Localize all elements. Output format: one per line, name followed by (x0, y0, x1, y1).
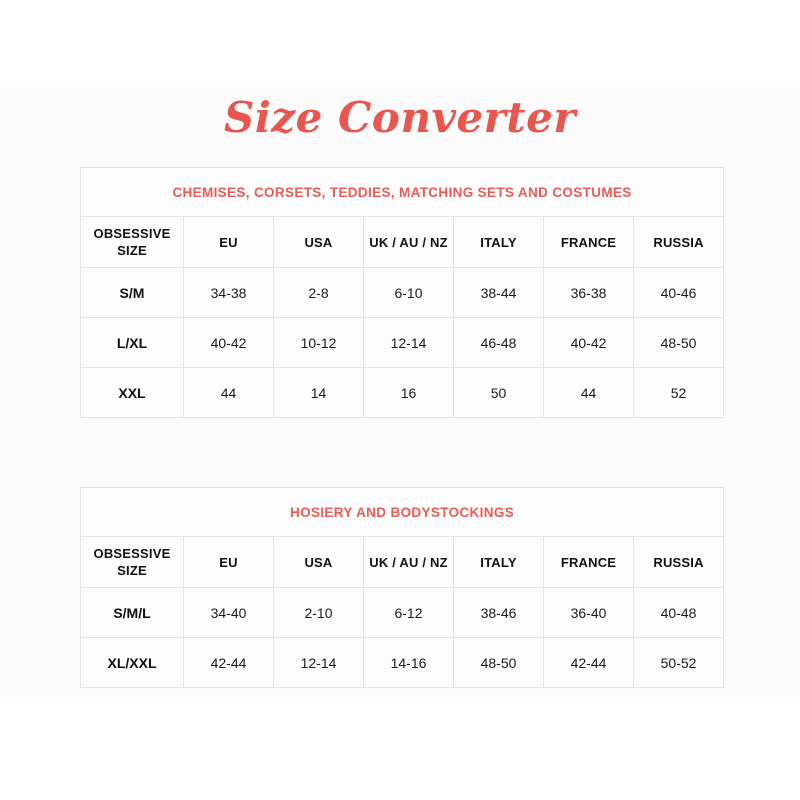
cell-russia: 40-48 (632, 587, 725, 638)
column-header-usa: USA (273, 216, 364, 268)
column-header-uk-au-nz: UK / AU / NZ (363, 536, 454, 588)
table-row: L/XL 40-42 10-12 12-14 46-48 40-42 48-50 (80, 317, 725, 368)
column-header-france: FRANCE (543, 216, 634, 268)
table-row: XXL 44 14 16 50 44 52 (80, 367, 725, 418)
table-caption: HOSIERY AND BODYSTOCKINGS (79, 487, 725, 537)
table-caption-row: CHEMISES, CORSETS, TEDDIES, MATCHING SET… (79, 167, 725, 217)
column-header-eu: EU (183, 216, 274, 268)
row-size-label: S/M/L (80, 587, 184, 638)
cell-uk-au-nz: 12-14 (363, 317, 454, 368)
table-header-row: OBSESSIVE SIZE EU USA UK / AU / NZ ITALY… (80, 216, 725, 268)
table-caption-row: HOSIERY AND BODYSTOCKINGS (79, 487, 725, 537)
cell-italy: 48-50 (453, 637, 544, 688)
column-header-obsessive-size: OBSESSIVE SIZE (80, 536, 184, 588)
table-caption: CHEMISES, CORSETS, TEDDIES, MATCHING SET… (79, 167, 725, 217)
row-size-label: XL/XXL (80, 637, 184, 688)
column-header-france: FRANCE (543, 536, 634, 588)
row-size-label: XXL (80, 367, 184, 418)
cell-eu: 40-42 (183, 317, 274, 368)
cell-eu: 44 (183, 367, 274, 418)
cell-eu: 34-40 (183, 587, 274, 638)
table-row: S/M 34-38 2-8 6-10 38-44 36-38 40-46 (80, 267, 725, 318)
cell-eu: 34-38 (183, 267, 274, 318)
cell-france: 42-44 (543, 637, 634, 688)
cell-usa: 2-8 (273, 267, 364, 318)
row-size-label: L/XL (80, 317, 184, 368)
cell-uk-au-nz: 16 (363, 367, 454, 418)
column-header-usa: USA (273, 536, 364, 588)
cell-italy: 38-44 (453, 267, 544, 318)
column-header-italy: ITALY (453, 216, 544, 268)
table-row: XL/XXL 42-44 12-14 14-16 48-50 42-44 50-… (80, 637, 725, 688)
row-size-label: S/M (80, 267, 184, 318)
column-header-russia: RUSSIA (632, 536, 725, 588)
cell-italy: 38-46 (453, 587, 544, 638)
cell-russia: 40-46 (632, 267, 725, 318)
column-header-uk-au-nz: UK / AU / NZ (363, 216, 454, 268)
size-table-hosiery: HOSIERY AND BODYSTOCKINGS OBSESSIVE SIZE… (79, 487, 725, 688)
cell-usa: 2-10 (273, 587, 364, 638)
cell-france: 44 (543, 367, 634, 418)
column-header-eu: EU (183, 536, 274, 588)
column-header-obsessive-size: OBSESSIVE SIZE (80, 216, 184, 268)
cell-france: 40-42 (543, 317, 634, 368)
cell-italy: 50 (453, 367, 544, 418)
cell-russia: 50-52 (632, 637, 725, 688)
table-header-row: OBSESSIVE SIZE EU USA UK / AU / NZ ITALY… (80, 536, 725, 588)
size-table-chemises: CHEMISES, CORSETS, TEDDIES, MATCHING SET… (79, 167, 725, 418)
cell-usa: 10-12 (273, 317, 364, 368)
cell-uk-au-nz: 14-16 (363, 637, 454, 688)
column-header-russia: RUSSIA (632, 216, 725, 268)
cell-italy: 46-48 (453, 317, 544, 368)
cell-france: 36-40 (543, 587, 634, 638)
cell-usa: 14 (273, 367, 364, 418)
cell-france: 36-38 (543, 267, 634, 318)
table-row: S/M/L 34-40 2-10 6-12 38-46 36-40 40-48 (80, 587, 725, 638)
column-header-italy: ITALY (453, 536, 544, 588)
cell-russia: 52 (632, 367, 725, 418)
cell-eu: 42-44 (183, 637, 274, 688)
cell-usa: 12-14 (273, 637, 364, 688)
cell-uk-au-nz: 6-12 (363, 587, 454, 638)
cell-uk-au-nz: 6-10 (363, 267, 454, 318)
page-title: Size Converter (224, 93, 576, 142)
cell-russia: 48-50 (632, 317, 725, 368)
